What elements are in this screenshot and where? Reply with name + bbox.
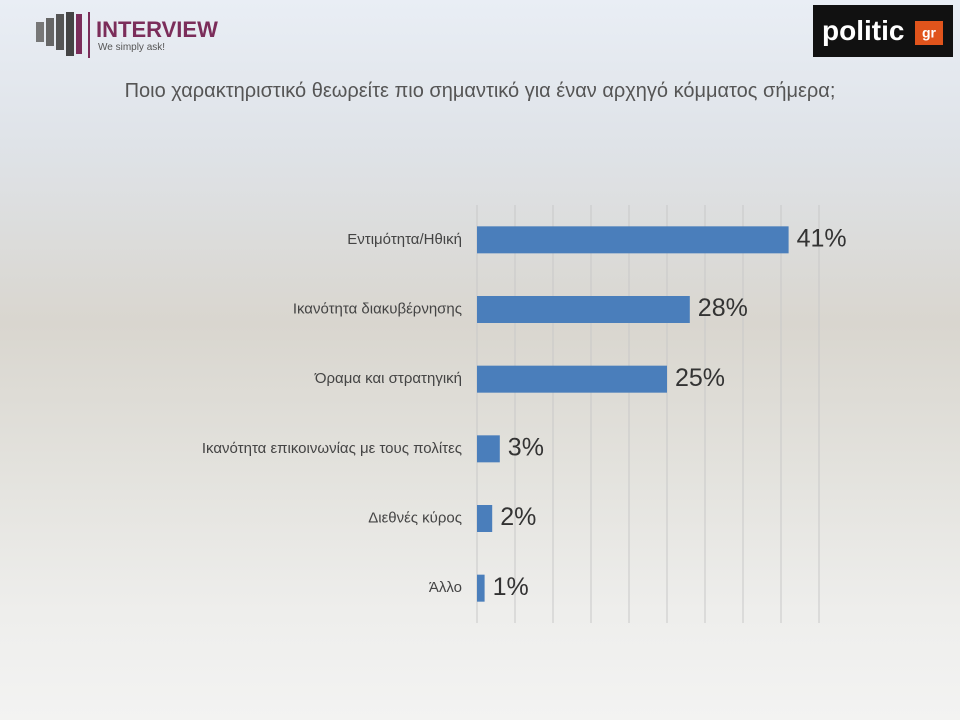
chart-title: Ποιο χαρακτηριστικό θεωρείτε πιο σημαντι…: [124, 80, 836, 102]
category-label: Ικανότητα επικοινωνίας με τους πολίτες: [202, 440, 462, 457]
bar: [477, 365, 667, 393]
logo-bar: [56, 14, 64, 50]
value-label: 3%: [508, 433, 544, 461]
logo-bar: [46, 18, 54, 46]
bar: [477, 505, 493, 532]
outlet-suffix: gr: [922, 25, 937, 41]
category-label: Εντιμότητα/Ηθική: [347, 231, 462, 248]
logo-bar: [76, 14, 82, 54]
outlet: politic: [822, 15, 904, 46]
brand: INTERVIEW: [96, 17, 218, 42]
bar: [477, 574, 485, 602]
bar: [477, 226, 789, 254]
interview-logo: INTERVIEW We simply ask!: [36, 12, 218, 58]
category-label: Ικανότητα διακυβέρνησης: [293, 300, 462, 317]
value-label: 2%: [500, 503, 536, 531]
logo-bar: [36, 22, 44, 42]
logo-bar: [66, 12, 74, 56]
value-label: 28%: [698, 294, 748, 322]
politic-logo: politic gr: [813, 5, 953, 57]
category-label: Διεθνές κύρος: [368, 509, 462, 526]
logo-suffix-box: [915, 21, 943, 45]
bar: [477, 296, 690, 323]
bar: [477, 435, 500, 463]
value-label: 1%: [493, 573, 529, 601]
category-label: Όραμα και στρατηγική: [314, 370, 462, 387]
category-label: Άλλο: [429, 579, 462, 596]
value-label: 41%: [797, 224, 847, 252]
value-label: 25%: [675, 364, 725, 392]
slogan: We simply ask!: [98, 42, 165, 53]
